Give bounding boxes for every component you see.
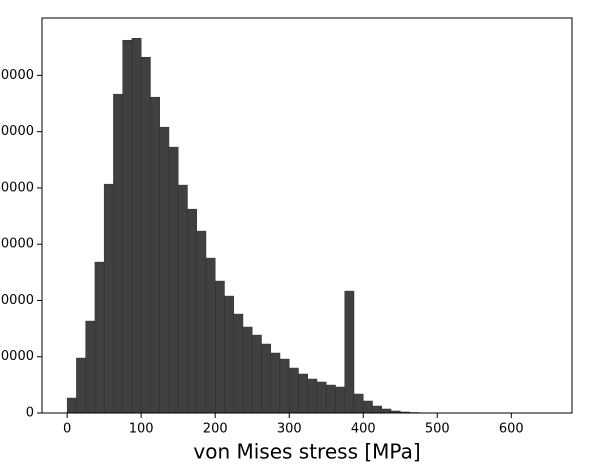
y-tick-label: 0 [26,406,34,421]
x-tick-label: 200 [203,422,228,437]
bar [344,290,355,414]
bar [205,257,216,414]
bar [85,320,96,414]
x-tick-label: 100 [129,422,154,437]
plot-frame [41,17,573,414]
bar [94,261,105,414]
bar [233,313,244,414]
y-tick-label: 10000 [0,349,34,364]
bar [159,126,170,414]
bar [66,397,77,414]
bar [298,373,308,414]
bar [196,230,207,414]
x-tick-label: 300 [277,422,302,437]
bar [316,381,327,414]
bar [242,326,253,414]
bar [103,183,114,414]
bar [270,352,281,414]
bar [372,405,383,414]
x-tick-label: 600 [499,422,524,437]
x-tick-label: 0 [63,422,71,437]
bar [76,357,86,414]
y-tick-label: 20000 [0,293,34,308]
bar [187,208,197,414]
bar [150,96,160,414]
bar [177,184,188,414]
bar [288,367,299,414]
y-tick-label: 50000 [0,124,34,139]
bar [325,384,336,414]
bar [168,146,179,414]
x-tick-label: 400 [351,422,376,437]
bar [122,39,133,414]
bar [335,386,346,414]
y-tick-label: 30000 [0,237,34,252]
bar [131,38,142,414]
bar [224,295,234,414]
bar [279,358,290,414]
bar [353,393,364,414]
bar [214,280,225,414]
x-tick-label: 500 [425,422,450,437]
bar [307,378,318,414]
bar [261,343,271,414]
bar [140,56,151,414]
x-axis-label: von Mises stress [MPa] [193,440,420,464]
bar [113,93,123,414]
bar [363,400,373,414]
bar [251,334,262,414]
bar [381,408,392,414]
y-tick-label: 40000 [0,180,34,195]
